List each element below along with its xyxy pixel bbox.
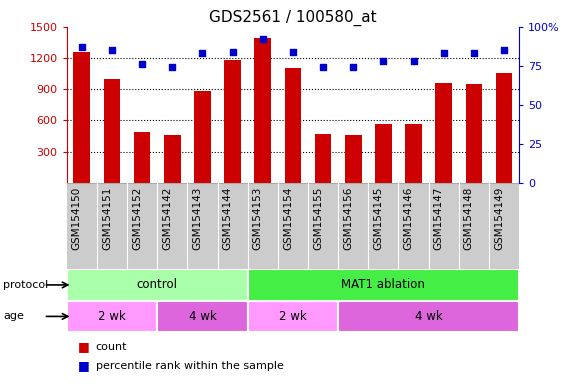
Point	[77, 44, 86, 50]
Point	[198, 50, 207, 56]
Point	[318, 65, 328, 71]
Text: GSM154147: GSM154147	[434, 187, 444, 250]
Text: GSM154151: GSM154151	[102, 187, 112, 250]
Text: 2 wk: 2 wk	[98, 310, 126, 323]
Bar	[134, 132, 150, 183]
Bar	[157, 301, 248, 332]
Bar	[67, 269, 248, 301]
Bar	[436, 83, 452, 183]
Bar	[466, 84, 482, 183]
Text: ■: ■	[78, 340, 90, 353]
Text: ■: ■	[78, 359, 90, 372]
Bar	[67, 301, 157, 332]
Text: protocol: protocol	[3, 280, 48, 290]
Point	[258, 36, 267, 42]
Text: GSM154156: GSM154156	[343, 187, 353, 250]
Text: GSM154149: GSM154149	[494, 187, 504, 250]
Text: MAT1 ablation: MAT1 ablation	[342, 278, 425, 291]
Title: GDS2561 / 100580_at: GDS2561 / 100580_at	[209, 9, 377, 25]
Text: GSM154154: GSM154154	[283, 187, 293, 250]
Bar	[248, 301, 338, 332]
Text: GSM154142: GSM154142	[162, 187, 172, 250]
Text: 4 wk: 4 wk	[188, 310, 216, 323]
Text: GSM154155: GSM154155	[313, 187, 323, 250]
Text: GSM154148: GSM154148	[464, 187, 474, 250]
Point	[379, 58, 388, 64]
Text: GSM154145: GSM154145	[374, 187, 383, 250]
Bar	[375, 124, 392, 183]
Point	[168, 65, 177, 71]
Text: control: control	[137, 278, 177, 291]
Text: GSM154144: GSM154144	[223, 187, 233, 250]
Bar	[338, 301, 519, 332]
Point	[288, 49, 298, 55]
Text: age: age	[3, 311, 24, 321]
Bar	[248, 269, 519, 301]
Bar	[345, 135, 361, 183]
Point	[499, 47, 509, 53]
Bar	[194, 91, 211, 183]
Text: GSM154143: GSM154143	[193, 187, 202, 250]
Point	[439, 50, 448, 56]
Bar	[164, 135, 180, 183]
Point	[409, 58, 418, 64]
Text: count: count	[96, 342, 127, 352]
Bar	[496, 73, 512, 183]
Bar	[74, 52, 90, 183]
Text: GSM154146: GSM154146	[404, 187, 414, 250]
Text: GSM154150: GSM154150	[72, 187, 82, 250]
Text: 4 wk: 4 wk	[415, 310, 443, 323]
Text: percentile rank within the sample: percentile rank within the sample	[96, 361, 284, 371]
Text: GSM154152: GSM154152	[132, 187, 142, 250]
Bar	[255, 38, 271, 183]
Bar	[405, 124, 422, 183]
Text: GSM154153: GSM154153	[253, 187, 263, 250]
Point	[469, 50, 478, 56]
Point	[107, 47, 117, 53]
Point	[349, 65, 358, 71]
Point	[228, 49, 237, 55]
Bar	[224, 60, 241, 183]
Bar	[315, 134, 331, 183]
Bar	[104, 79, 120, 183]
Point	[137, 61, 147, 67]
Text: 2 wk: 2 wk	[279, 310, 307, 323]
Bar	[285, 68, 301, 183]
